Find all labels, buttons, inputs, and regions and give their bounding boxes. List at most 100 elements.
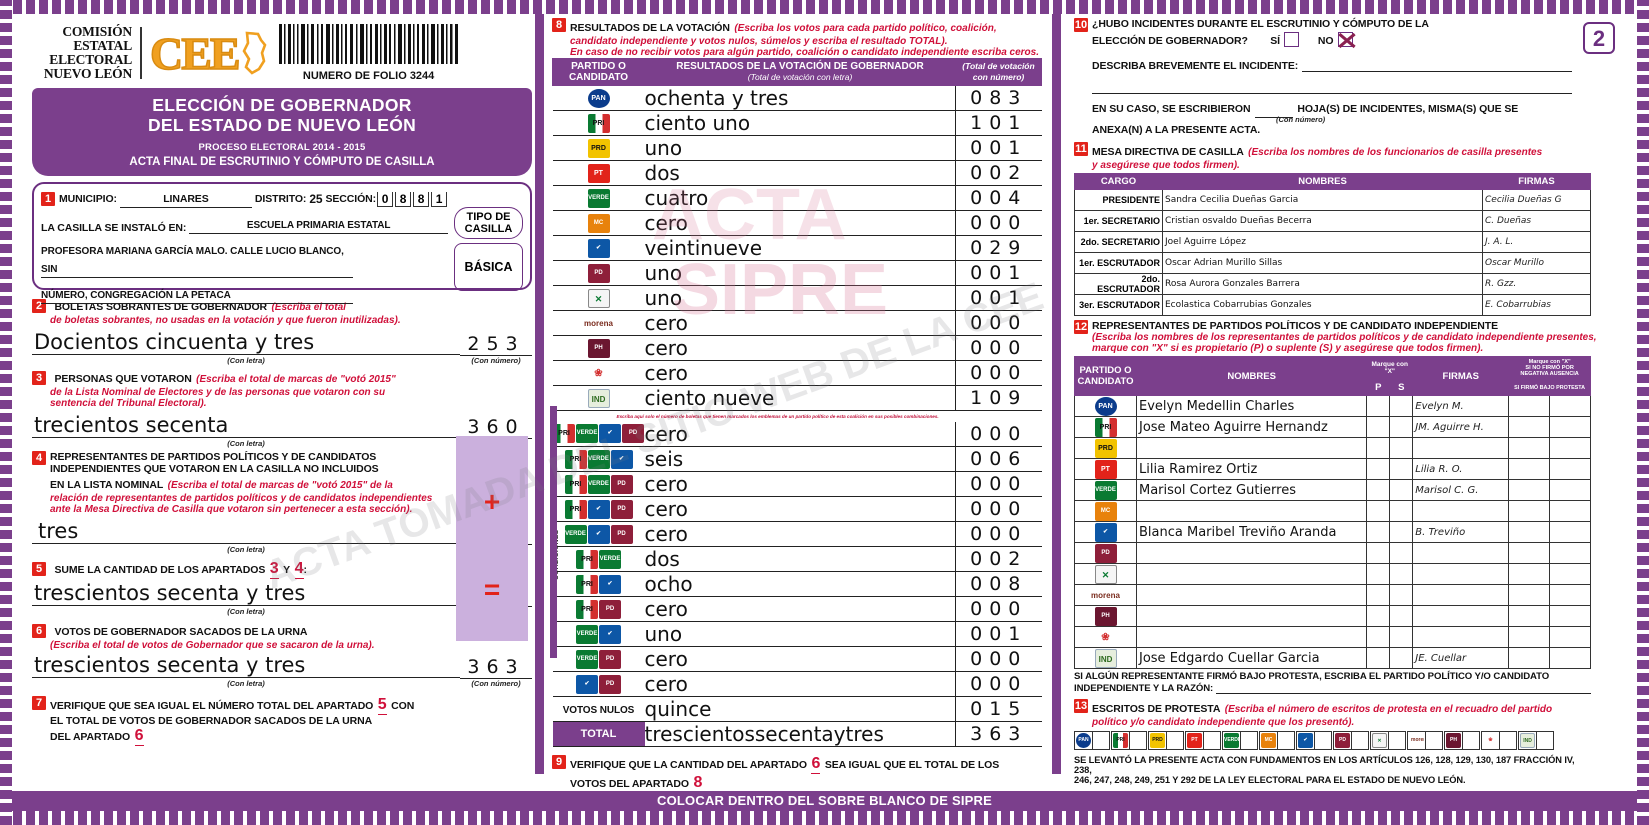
vote-number-cell[interactable]: 002 <box>955 160 1042 186</box>
rep-nombre-cell[interactable]: Lilia Ramirez Ortiz <box>1135 458 1368 480</box>
rep-ausencia-checkbox[interactable] <box>1549 416 1591 438</box>
vote-letter-cell[interactable]: cero <box>644 310 956 336</box>
nombre-cell[interactable]: Ecolastica Cobarrubias Gonzales <box>1162 294 1483 316</box>
rep-suplente-checkbox[interactable] <box>1389 584 1414 606</box>
vote-number-cell[interactable]: 001 <box>955 260 1042 286</box>
hojas-count-field[interactable] <box>1254 99 1293 118</box>
vote-number-cell[interactable]: 004 <box>955 185 1042 211</box>
vote-letter-cell[interactable]: cero <box>644 646 956 672</box>
escrito-count-field[interactable] <box>1536 732 1553 749</box>
total-number-cell[interactable]: 363 <box>955 721 1042 747</box>
escrito-count-field[interactable] <box>1240 732 1257 749</box>
vote-letter-cell[interactable]: veintinueve <box>644 235 956 261</box>
rep-ausencia-checkbox[interactable] <box>1549 605 1591 627</box>
vote-number-cell[interactable]: 006 <box>955 446 1042 472</box>
rep-negativa-checkbox[interactable] <box>1508 626 1551 648</box>
rep-suplente-checkbox[interactable] <box>1389 395 1414 417</box>
rep-ausencia-checkbox[interactable] <box>1549 563 1591 585</box>
escrito-count-field[interactable] <box>1425 732 1442 749</box>
rep-propietario-checkbox[interactable] <box>1366 395 1391 417</box>
escrito-protesta-box[interactable]: PH <box>1444 731 1480 750</box>
rep-propietario-checkbox[interactable] <box>1366 605 1391 627</box>
rep-negativa-checkbox[interactable] <box>1508 416 1551 438</box>
rep-firma-cell[interactable]: JE. Cuellar <box>1412 647 1510 669</box>
rep-nombre-cell[interactable] <box>1135 563 1368 585</box>
rep-propietario-checkbox[interactable] <box>1366 458 1391 480</box>
rep-firma-cell[interactable] <box>1412 500 1510 522</box>
vote-number-cell[interactable]: 101 <box>955 110 1042 136</box>
rep-firma-cell[interactable]: Evelyn M. <box>1412 395 1510 417</box>
rep-nombre-cell[interactable]: Jose Mateo Aguirre Hernandz <box>1135 416 1368 438</box>
rep-propietario-checkbox[interactable] <box>1366 479 1391 501</box>
rep-negativa-checkbox[interactable] <box>1508 458 1551 480</box>
rep-firma-cell[interactable] <box>1412 437 1510 459</box>
escrito-count-field[interactable] <box>1462 732 1479 749</box>
incident-describe-field[interactable] <box>1302 59 1572 72</box>
incident-describe-field-2[interactable] <box>1092 76 1572 94</box>
rep-negativa-checkbox[interactable] <box>1508 395 1551 417</box>
escrito-protesta-box[interactable]: PAN <box>1074 731 1110 750</box>
no-checkbox[interactable] <box>1337 32 1353 48</box>
rep-suplente-checkbox[interactable] <box>1389 479 1414 501</box>
vote-number-cell[interactable]: 109 <box>955 385 1042 411</box>
vote-letter-cell[interactable]: ocho <box>644 571 956 597</box>
escrito-protesta-box[interactable]: morena <box>1407 731 1443 750</box>
vote-number-cell[interactable]: 083 <box>955 85 1042 111</box>
vote-number-cell[interactable]: 001 <box>955 285 1042 311</box>
rep-nombre-cell[interactable] <box>1135 542 1368 564</box>
rep-ausencia-checkbox[interactable] <box>1549 458 1591 480</box>
escrito-protesta-box[interactable]: PT <box>1185 731 1221 750</box>
escrito-count-field[interactable] <box>1388 732 1405 749</box>
firma-cell[interactable]: R. Gzz. <box>1482 273 1591 295</box>
rep-negativa-checkbox[interactable] <box>1508 647 1551 669</box>
rep-propietario-checkbox[interactable] <box>1366 647 1391 669</box>
rep-nombre-cell[interactable] <box>1135 437 1368 459</box>
vote-number-cell[interactable]: 000 <box>955 210 1042 236</box>
rep-propietario-checkbox[interactable] <box>1366 584 1391 606</box>
rep-firma-cell[interactable]: Marisol C. G. <box>1412 479 1510 501</box>
rep-propietario-checkbox[interactable] <box>1366 437 1391 459</box>
vote-letter-cell[interactable]: uno <box>644 285 956 311</box>
rep-negativa-checkbox[interactable] <box>1508 521 1551 543</box>
rep-propietario-checkbox[interactable] <box>1366 563 1391 585</box>
escrito-count-field[interactable] <box>1499 732 1516 749</box>
nombre-cell[interactable]: Oscar Adrian Murillo Sillas <box>1162 252 1483 274</box>
rep-negativa-checkbox[interactable] <box>1508 584 1551 606</box>
rep-ausencia-checkbox[interactable] <box>1549 500 1591 522</box>
rep-ausencia-checkbox[interactable] <box>1549 395 1591 417</box>
rep-ausencia-checkbox[interactable] <box>1549 584 1591 606</box>
escrito-protesta-box[interactable]: ✕ <box>1370 731 1406 750</box>
vote-letter-cell[interactable]: dos <box>644 160 956 186</box>
rep-nombre-cell[interactable]: Marisol Cortez Gutierres <box>1135 479 1368 501</box>
rep-suplente-checkbox[interactable] <box>1389 458 1414 480</box>
vote-letter-cell[interactable]: uno <box>644 260 956 286</box>
rep-propietario-checkbox[interactable] <box>1366 626 1391 648</box>
vote-letter-cell[interactable]: seis <box>644 446 956 472</box>
escrito-protesta-box[interactable]: PRD <box>1148 731 1184 750</box>
rep-suplente-checkbox[interactable] <box>1389 605 1414 627</box>
rep-ausencia-checkbox[interactable] <box>1549 479 1591 501</box>
vote-letter-cell[interactable]: cero <box>644 360 956 386</box>
vote-number-cell[interactable]: 000 <box>955 496 1042 522</box>
escrito-count-field[interactable] <box>1092 732 1109 749</box>
firma-cell[interactable]: C. Dueñas <box>1482 210 1591 232</box>
rep-propietario-checkbox[interactable] <box>1366 500 1391 522</box>
vote-number-cell[interactable]: 000 <box>955 421 1042 447</box>
rep-nombre-cell[interactable]: Evelyn Medellin Charles <box>1135 395 1368 417</box>
rep-ausencia-checkbox[interactable] <box>1549 521 1591 543</box>
rep-firma-cell[interactable] <box>1412 542 1510 564</box>
escrito-count-field[interactable] <box>1166 732 1183 749</box>
vote-letter-cell[interactable]: cero <box>644 671 956 697</box>
rep-nombre-cell[interactable] <box>1135 500 1368 522</box>
vote-letter-cell[interactable]: cero <box>644 421 956 447</box>
vote-letter-cell[interactable]: uno <box>644 621 956 647</box>
vote-letter-cell[interactable]: cero <box>644 496 956 522</box>
nombre-cell[interactable]: Rosa Aurora Gonzales Barrera <box>1162 273 1483 295</box>
rep-nombre-cell[interactable] <box>1135 626 1368 648</box>
rep-negativa-checkbox[interactable] <box>1508 563 1551 585</box>
rep-nombre-cell[interactable] <box>1135 584 1368 606</box>
rep-firma-cell[interactable] <box>1412 626 1510 648</box>
rep-ausencia-checkbox[interactable] <box>1549 542 1591 564</box>
vote-letter-cell[interactable]: cero <box>644 471 956 497</box>
vote-number-cell[interactable]: 000 <box>955 521 1042 547</box>
